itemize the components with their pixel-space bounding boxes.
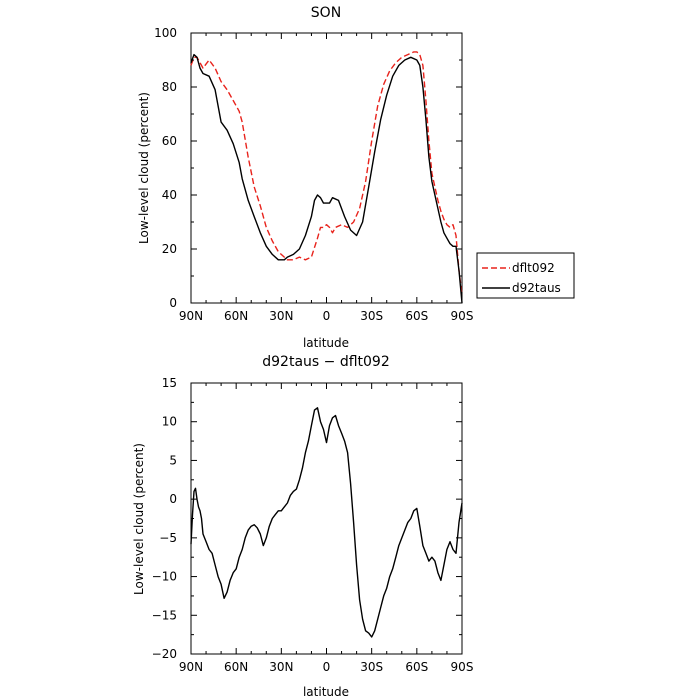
top-chart-y-axis-label: Low-level cloud (percent) <box>137 92 151 244</box>
legend-box <box>476 252 575 299</box>
top-chart-x-tick-label: 90N <box>179 309 203 323</box>
top-chart-series-line-d92taus <box>190 53 463 304</box>
bottom-chart-x-tick-label: 90S <box>451 660 474 674</box>
top-chart-y-tick-label: 100 <box>154 26 177 40</box>
bottom-chart-y-tick-label: 0 <box>169 492 177 506</box>
top-chart-legend: dflt092 d92taus <box>476 252 575 299</box>
bottom-chart-y-ticks: −20 −15 −10 −5 0 5 10 15 <box>152 376 462 661</box>
bottom-chart-y-tick-label: −10 <box>152 570 177 584</box>
bottom-chart-y-tick-label: 15 <box>162 376 177 390</box>
top-chart-y-tick-label: 0 <box>169 296 177 310</box>
bottom-chart-plot-area <box>190 382 463 655</box>
bottom-chart-x-tick-label: 30S <box>360 660 383 674</box>
bottom-chart-x-ticks: 90N 60N 30N 0 30S 60S 90S <box>179 383 474 674</box>
top-chart-x-tick-label: 30N <box>269 309 293 323</box>
bottom-chart-x-tick-label: 60S <box>405 660 428 674</box>
top-chart-x-ticks: 90N 60N 30N 0 30S 60S 90S <box>179 33 474 323</box>
bottom-chart-y-tick-label: 10 <box>162 415 177 429</box>
bottom-chart-frame <box>190 382 463 655</box>
top-chart-x-tick-label: 30S <box>360 309 383 323</box>
top-chart-x-tick-label: 90S <box>451 309 474 323</box>
bottom-chart-x-tick-label: 90N <box>179 660 203 674</box>
bottom-chart-y-tick-label: −5 <box>159 531 177 545</box>
top-chart-y-tick-label: 20 <box>162 242 177 256</box>
top-chart-x-tick-label: 60N <box>224 309 248 323</box>
bottom-chart-x-tick-label: 30N <box>269 660 293 674</box>
top-chart-plot-area <box>190 32 463 304</box>
top-chart-title: SON <box>311 5 341 21</box>
top-chart-y-ticks: 0 20 40 60 80 100 <box>154 26 462 310</box>
bottom-chart-x-tick-label: 60N <box>224 660 248 674</box>
top-chart-y-tick-label: 80 <box>162 80 177 94</box>
top-chart-y-tick-label: 40 <box>162 188 177 202</box>
bottom-chart-x-axis-label: latitude <box>303 685 349 699</box>
top-chart-x-tick-label: 0 <box>323 309 331 323</box>
top-chart-y-tick-label: 60 <box>162 134 177 148</box>
bottom-chart-y-tick-label: −15 <box>152 608 177 622</box>
bottom-chart-y-axis-label: Low-level cloud (percent) <box>132 443 146 595</box>
top-chart-x-axis-label: latitude <box>303 336 349 350</box>
top-chart-x-tick-label: 60S <box>405 309 428 323</box>
legend-label-dflt092: dflt092 <box>512 261 555 275</box>
top-chart: SON 90N 60N 30N 0 30S 60S 90S 0 20 40 60 80 100 lat… <box>137 5 473 350</box>
bottom-chart-y-tick-label: −20 <box>152 647 177 661</box>
bottom-chart: d92taus − dflt092 90N 60N 30N 0 30S 60S 90S −2… <box>132 354 473 699</box>
bottom-chart-x-tick-label: 0 <box>323 660 331 674</box>
top-chart-series-line-dflt092 <box>190 51 463 295</box>
bottom-chart-title: d92taus − dflt092 <box>262 354 389 370</box>
bottom-chart-series-line-difference <box>190 407 463 638</box>
bottom-chart-y-tick-label: 5 <box>169 453 177 467</box>
legend-label-d92taus: d92taus <box>512 281 561 295</box>
